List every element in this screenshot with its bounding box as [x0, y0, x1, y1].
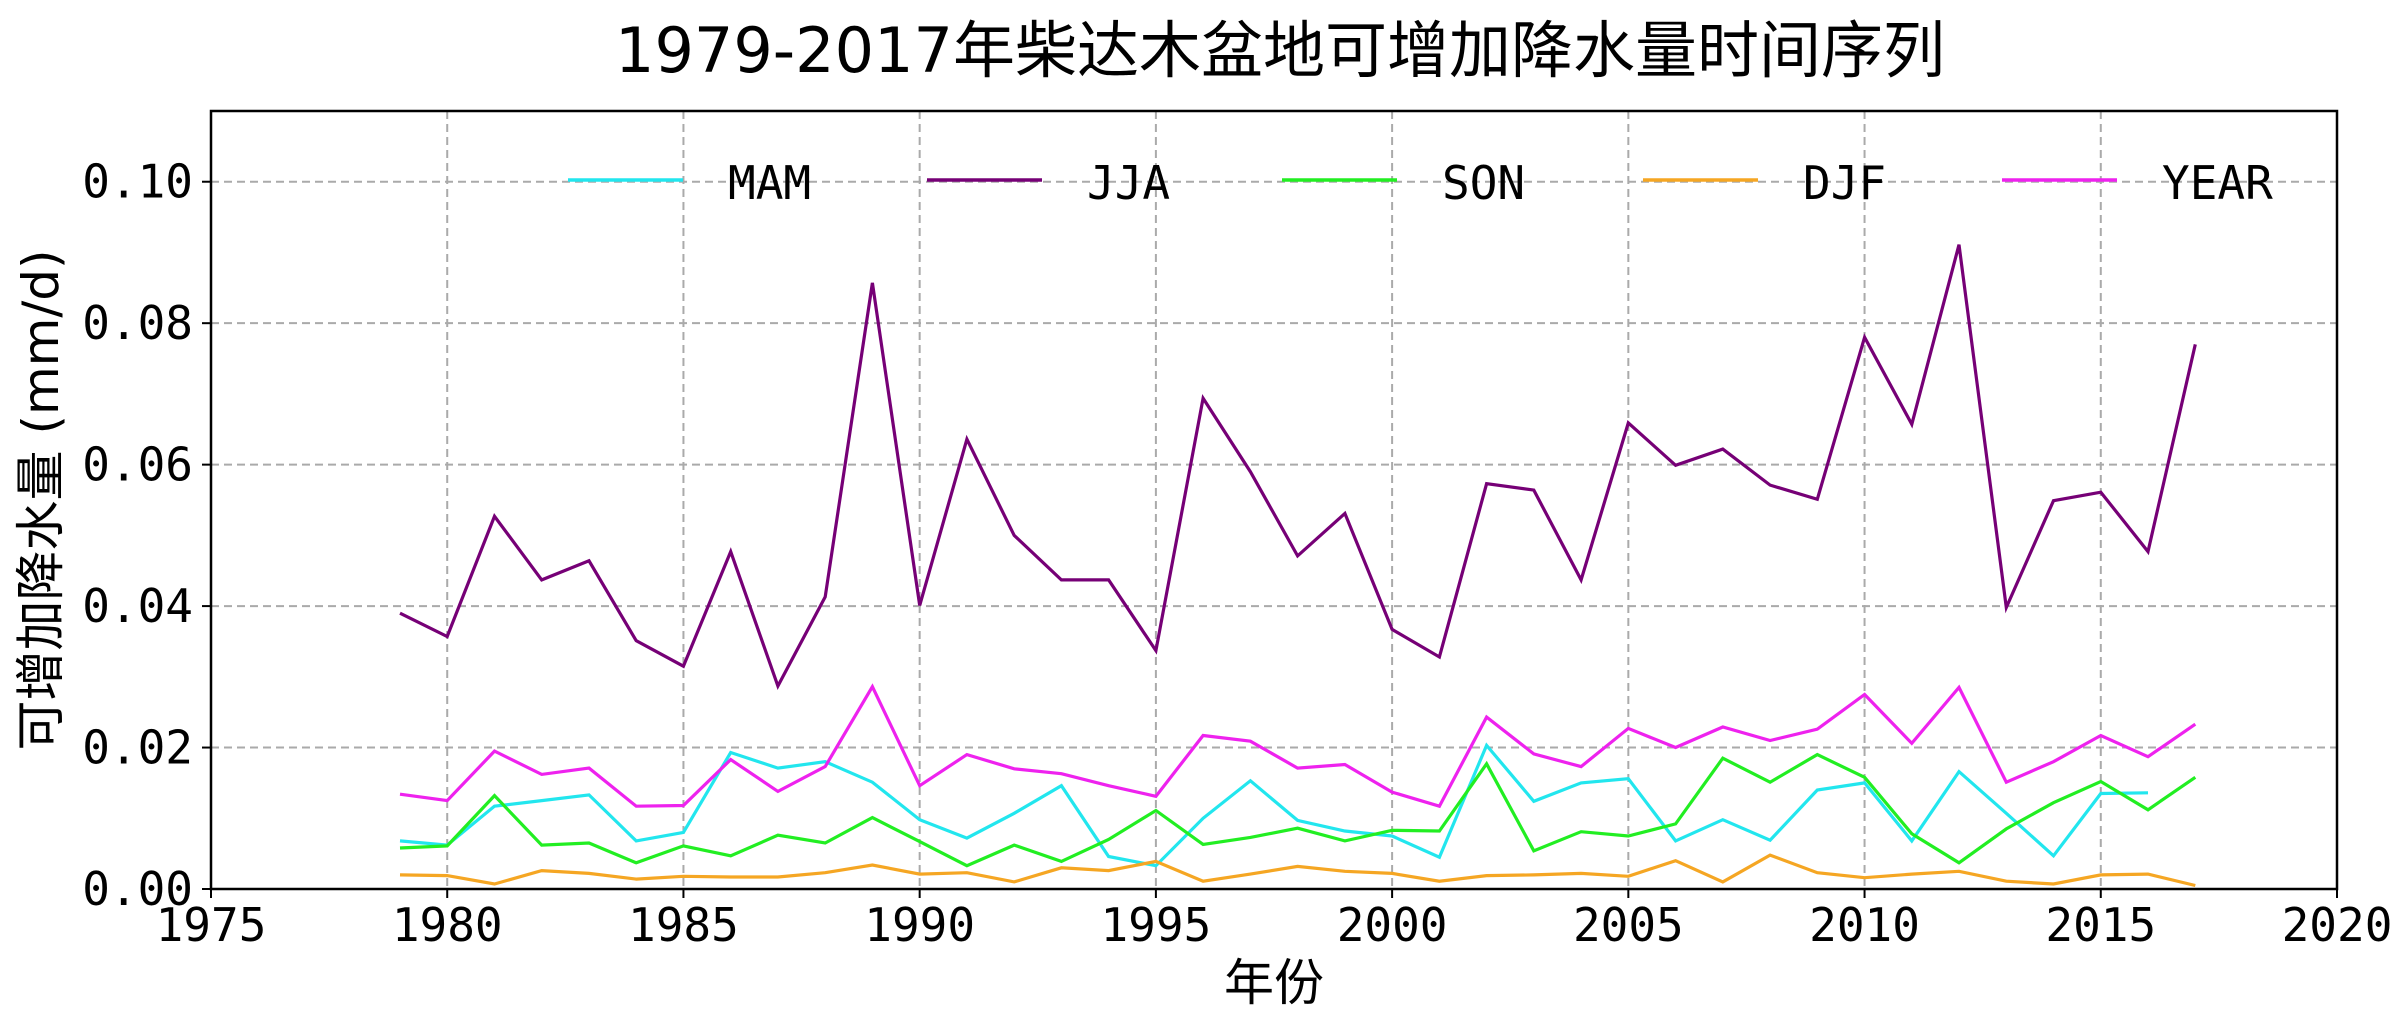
y-tick-label: 0.06 — [82, 438, 193, 492]
x-tick-label: 1995 — [1100, 898, 1211, 952]
x-tick-label: 1980 — [392, 898, 503, 952]
series-line-son — [399, 752, 2197, 868]
legend-label-year: YEAR — [2162, 156, 2273, 210]
y-tick-label: 0.10 — [82, 155, 193, 209]
series-line-jja — [399, 244, 2197, 690]
y-tick-label: 0.08 — [82, 296, 193, 350]
x-tick-label: 2015 — [2045, 898, 2156, 952]
x-tick-label: 1985 — [628, 898, 739, 952]
legend: MAM JJA SON DJF YEAR — [568, 156, 2273, 210]
x-tick-label: 1990 — [864, 898, 975, 952]
legend-label-mam: MAM — [728, 156, 811, 210]
x-tick-label: 2020 — [2282, 898, 2393, 952]
x-tick-label: 1975 — [156, 898, 267, 952]
x-tick-label: 2005 — [1573, 898, 1684, 952]
series-line-year — [399, 683, 2197, 809]
series-line-djf — [399, 853, 2196, 888]
chart-title: 1979-2017年柴达木盆地可增加降水量时间序列 — [615, 14, 1945, 87]
legend-label-son: SON — [1442, 156, 1525, 210]
legend-label-jja: JJA — [1087, 156, 1170, 210]
x-tick-label: 2010 — [1809, 898, 1920, 952]
x-axis-label: 年份 — [1224, 954, 1324, 1012]
y-axis-label: 可增加降水量 (mm/d) — [12, 250, 70, 751]
grid — [211, 111, 2337, 889]
series-lines — [399, 244, 2197, 888]
y-tick-label: 0.04 — [82, 579, 193, 633]
series-line-mam — [399, 742, 2149, 868]
y-tick-label: 0.00 — [82, 862, 193, 916]
axis-ticks: 1975 1980 1985 1990 1995 2000 2005 2010 2015 2020… — [82, 155, 2392, 952]
legend-label-djf: DJF — [1803, 156, 1886, 210]
x-tick-label: 2000 — [1337, 898, 1448, 952]
y-tick-label: 0.02 — [82, 721, 193, 775]
plot-frame — [209, 109, 2339, 891]
